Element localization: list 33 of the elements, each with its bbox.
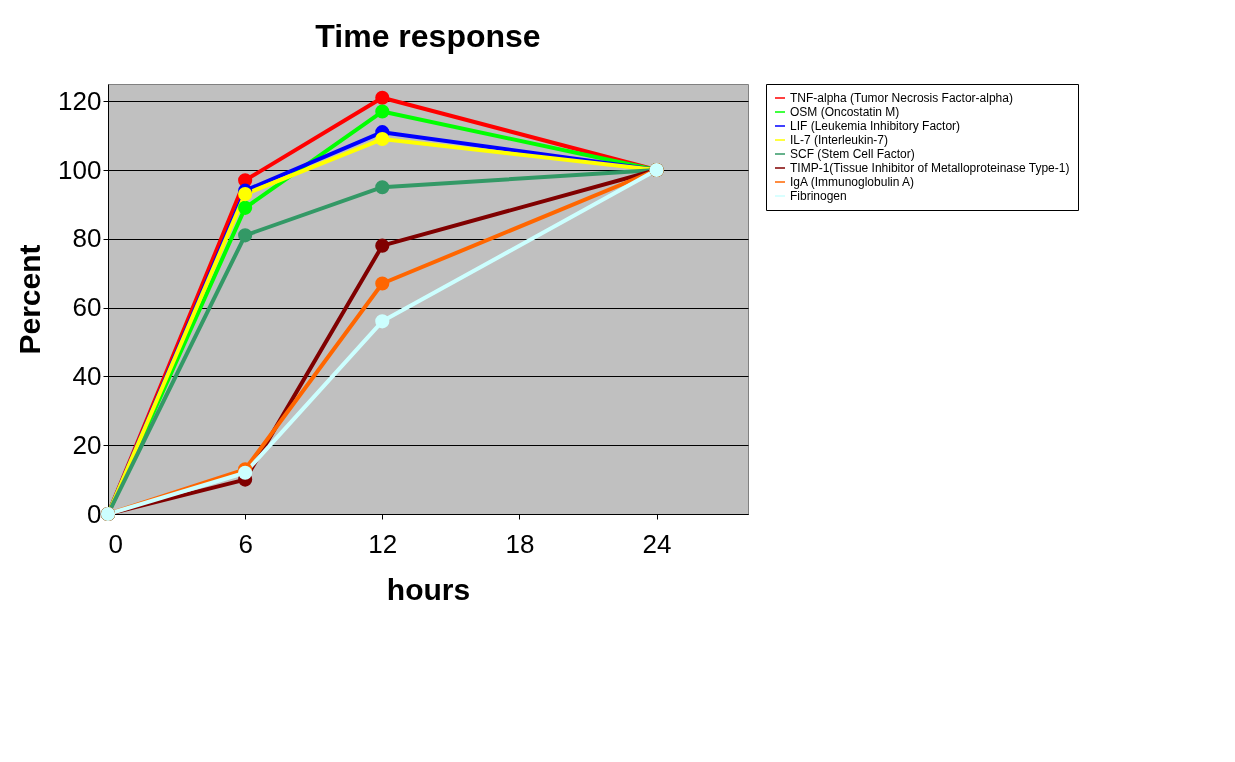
- x-tick-label: 18: [505, 528, 535, 559]
- legend-label: SCF (Stem Cell Factor): [790, 147, 915, 161]
- y-tick-label: 100: [58, 154, 102, 185]
- y-tick-label: 120: [58, 85, 102, 116]
- legend-label: TNF-alpha (Tumor Necrosis Factor-alpha): [790, 91, 1013, 105]
- y-tick-label: 80: [72, 223, 102, 254]
- y-tick-label: 20: [72, 429, 102, 460]
- point: [375, 90, 390, 105]
- y-tick-label: 40: [72, 360, 102, 391]
- legend-label: TIMP-1(Tissue Inhibitor of Metalloproteinase Type-1): [790, 161, 1070, 175]
- point: [375, 238, 390, 253]
- legend-label: OSM (Oncostatin M): [790, 105, 900, 119]
- x-tick-label: 0: [108, 528, 123, 559]
- point: [375, 180, 390, 195]
- y-axis-title: Percent: [13, 244, 47, 355]
- x-tick-label: 6: [238, 528, 253, 559]
- x-axis-title: hours: [386, 572, 471, 606]
- legend-label: LIF (Leukemia Inhibitory Factor): [790, 119, 961, 133]
- point: [238, 200, 253, 215]
- point: [375, 276, 390, 291]
- point: [238, 228, 253, 243]
- legend-label: Fibrinogen: [790, 189, 847, 203]
- point: [238, 187, 253, 202]
- legend-label: IgA (Immunoglobulin A): [790, 175, 915, 189]
- y-tick-label: 0: [87, 498, 102, 529]
- x-tick-label: 12: [368, 528, 398, 559]
- point: [375, 104, 390, 119]
- chart-title: Time response: [315, 17, 541, 54]
- point: [375, 314, 390, 329]
- y-tick-label: 60: [72, 292, 102, 323]
- point: [375, 131, 390, 147]
- x-tick-label: 24: [642, 528, 672, 559]
- legend-label: IL-7 (Interleukin-7): [790, 133, 889, 147]
